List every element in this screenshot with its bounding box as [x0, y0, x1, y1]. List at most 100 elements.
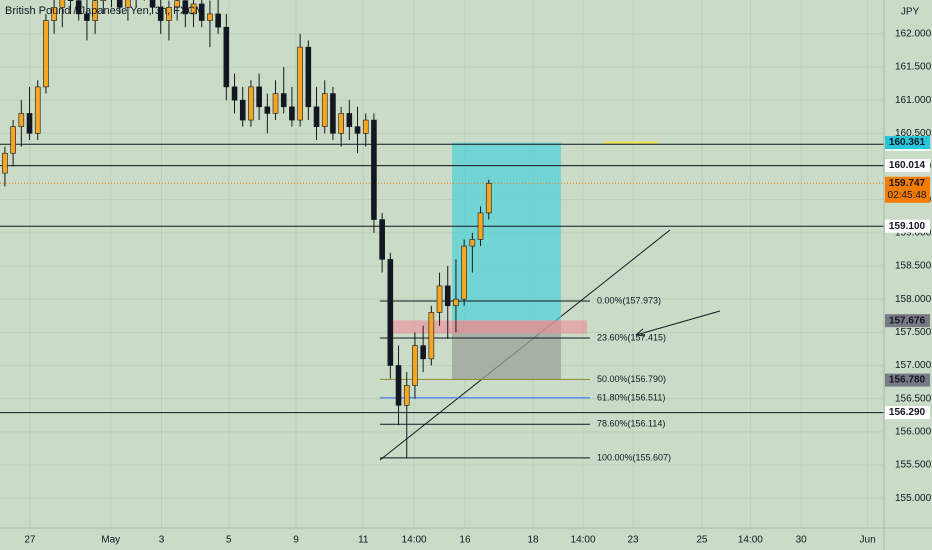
candle-body [116, 0, 123, 8]
y-tick-label: 160.500 [895, 128, 932, 139]
price-label-box [885, 314, 930, 328]
candle-body [420, 345, 426, 360]
candle-body [264, 106, 271, 114]
candle-body [313, 106, 320, 127]
candle-body [10, 126, 16, 154]
fib-label: 78.60%(156.114) [597, 419, 665, 429]
candle-body [67, 0, 74, 1]
x-tick-label: 3 [159, 535, 165, 546]
candle-body [362, 119, 369, 134]
level-price-label-box [885, 159, 930, 173]
candle-body [75, 0, 82, 15]
candle-body [477, 212, 484, 240]
candle-body [51, 6, 57, 21]
candle-body [59, 0, 66, 8]
trend-line [635, 310, 721, 336]
candle-body [239, 99, 246, 121]
fib-label: 23.60%(157.415) [597, 332, 666, 342]
candle-body [256, 86, 262, 108]
y-tick-label: 155.500 [895, 460, 932, 471]
candle-body [149, 0, 156, 8]
candle-body [289, 106, 295, 121]
candle-body [207, 13, 213, 21]
price-label-box [885, 136, 930, 150]
y-tick-label: 158.500 [895, 261, 932, 272]
price-label: 157.676 [889, 315, 926, 326]
x-tick-label: 5 [226, 535, 232, 546]
y-tick-label: 156.000 [895, 426, 932, 437]
candle-body [248, 86, 254, 121]
fib-label: 0.00%(157.973) [597, 295, 661, 305]
candle-body [379, 219, 385, 260]
x-tick-label: 14:00 [738, 535, 763, 546]
plot-area: 0.00%(157.973) 23.60%(157.415) 50.00%(156.… [0, 0, 884, 462]
fib-label: 61.80%(156.511) [597, 392, 665, 402]
price-label-box [885, 373, 930, 387]
candle-body [34, 86, 41, 134]
price-label: 160.361 [889, 137, 926, 148]
y-tick-label: 157.500 [895, 327, 932, 338]
candle-body [231, 86, 238, 101]
candle-body [84, 13, 90, 21]
x-tick-label: Jun [860, 535, 876, 546]
candle-body [2, 152, 8, 174]
candle-body [215, 13, 221, 28]
price-label: 156.780 [889, 375, 926, 386]
fib-label: 100.00%(155.607) [597, 452, 671, 462]
price-label-countdown: 02:45:48 [888, 190, 927, 201]
candle-body [461, 245, 467, 300]
level-price-label-box [885, 219, 930, 233]
x-tick-label: May [101, 535, 120, 546]
y-tick-label: 156.500 [895, 393, 932, 404]
candle-body [428, 312, 435, 360]
price-label: 159.747 [889, 178, 926, 189]
candle-body [330, 93, 336, 134]
y-tick-label: 155.000 [895, 493, 932, 504]
candle-body [182, 0, 189, 15]
candle-body [395, 365, 402, 406]
x-tick-label: 30 [796, 535, 808, 546]
candle-body [436, 285, 443, 313]
level-price-label: 160.014 [889, 160, 926, 171]
candle-body [321, 93, 328, 127]
candle-body [43, 20, 49, 88]
candle-body [125, 0, 131, 8]
candle-body [305, 46, 312, 108]
candle-body [297, 46, 303, 121]
candle-body [412, 345, 418, 386]
candle-body [198, 3, 205, 21]
y-tick-label: 159.000 [895, 227, 932, 238]
candle-body [166, 6, 172, 21]
y-tick-label: 158.000 [895, 294, 932, 305]
candle-body [485, 182, 492, 214]
x-tick-label: 11 [358, 535, 369, 546]
candle-body [174, 0, 180, 8]
candle-body [26, 113, 33, 134]
candle-body [403, 385, 410, 406]
level-price-label: 156.290 [889, 407, 926, 418]
candle-body [346, 113, 353, 127]
candle-body [469, 239, 476, 247]
candle-body [190, 3, 197, 15]
candle-body [280, 93, 287, 108]
arrow-head [635, 328, 646, 337]
y-tick-label: 161.000 [895, 95, 932, 106]
x-tick-label: 18 [527, 535, 539, 546]
supply-zone [390, 320, 587, 334]
level-price-label: 159.100 [889, 221, 926, 232]
y-tick-label: 161.500 [895, 62, 932, 73]
candle-body [371, 119, 377, 220]
level-price-label-box [885, 406, 930, 420]
candle-body [387, 259, 394, 366]
x-tick-label: 9 [293, 535, 299, 546]
x-tick-label: 23 [628, 535, 640, 546]
y-tick-label: 157.000 [895, 360, 932, 371]
x-tick-label: 14:00 [402, 535, 427, 546]
x-tick-label: 27 [24, 535, 36, 546]
grid [0, 0, 884, 528]
currency-label: JPY [901, 7, 920, 18]
candle-body [338, 113, 344, 134]
chart-title: British Pound / Japanese Yen, 3h, FXCM [5, 5, 204, 17]
candle-body [453, 298, 459, 307]
x-tick-label: 14:00 [571, 535, 596, 546]
